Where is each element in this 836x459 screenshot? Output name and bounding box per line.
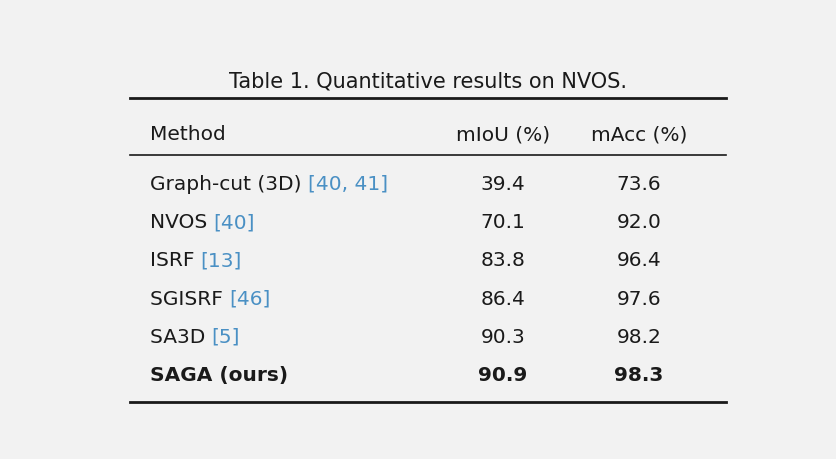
Text: 86.4: 86.4	[481, 289, 525, 308]
Text: Method: Method	[150, 125, 226, 144]
Text: 98.3: 98.3	[614, 365, 664, 385]
Text: SAGA (ours): SAGA (ours)	[150, 365, 288, 385]
Text: NVOS: NVOS	[150, 213, 213, 232]
Text: 97.6: 97.6	[617, 289, 661, 308]
Text: 90.9: 90.9	[478, 365, 528, 385]
Text: 70.1: 70.1	[481, 213, 525, 232]
Text: 83.8: 83.8	[481, 251, 525, 270]
Text: [40, 41]: [40, 41]	[308, 174, 388, 194]
Text: SA3D: SA3D	[150, 327, 212, 346]
Text: Graph-cut (3D): Graph-cut (3D)	[150, 174, 308, 194]
Text: 96.4: 96.4	[617, 251, 661, 270]
Text: mAcc (%): mAcc (%)	[591, 125, 687, 144]
Text: 39.4: 39.4	[481, 174, 525, 194]
Text: 98.2: 98.2	[617, 327, 661, 346]
Text: 73.6: 73.6	[617, 174, 661, 194]
Text: 92.0: 92.0	[617, 213, 661, 232]
Text: Table 1. Quantitative results on NVOS.: Table 1. Quantitative results on NVOS.	[229, 71, 628, 91]
Text: 90.3: 90.3	[481, 327, 525, 346]
Text: [46]: [46]	[229, 289, 271, 308]
Text: [5]: [5]	[212, 327, 240, 346]
Text: ISRF: ISRF	[150, 251, 201, 270]
Text: mIoU (%): mIoU (%)	[456, 125, 550, 144]
Text: [13]: [13]	[201, 251, 242, 270]
Text: [40]: [40]	[213, 213, 255, 232]
Text: SGISRF: SGISRF	[150, 289, 229, 308]
